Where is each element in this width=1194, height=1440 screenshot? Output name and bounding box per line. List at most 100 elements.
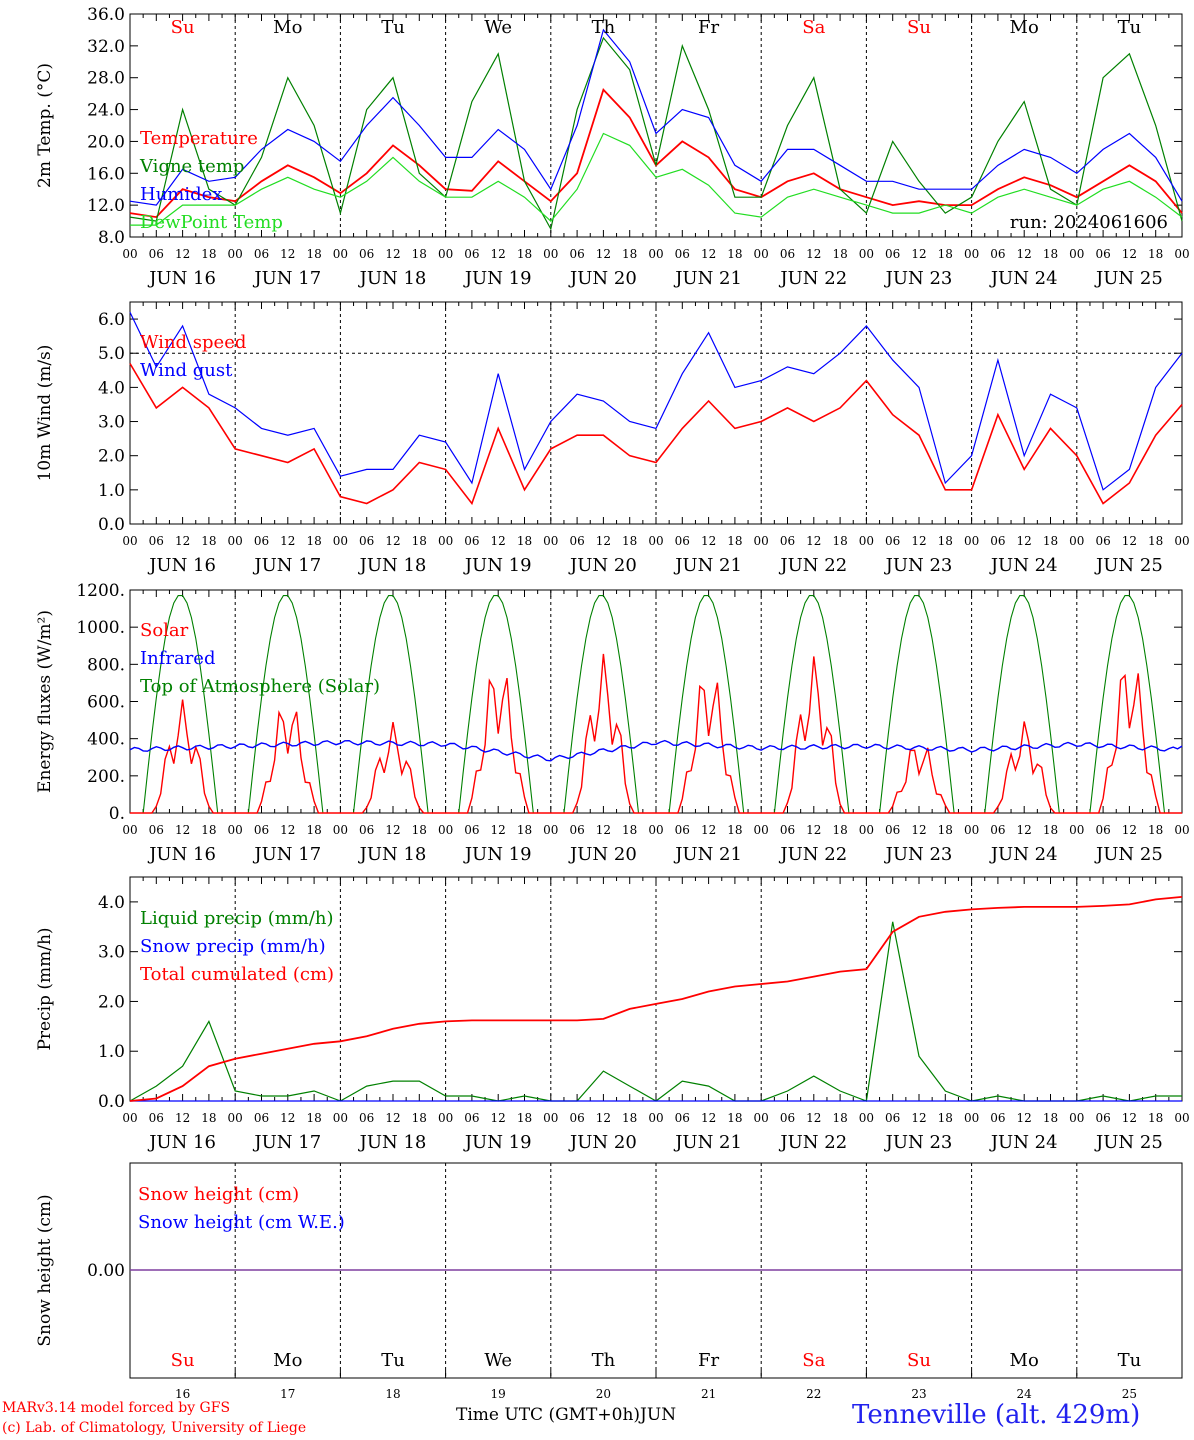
hour-tick-label: 06 [675, 534, 690, 548]
legend-entry: Snow precip (mm/h) [140, 936, 326, 957]
y-tick-label: 32.0 [87, 37, 125, 57]
y-tick-label: 0.0 [98, 515, 125, 535]
hour-tick-label: 12 [491, 1111, 506, 1125]
day-number-label: 25 [1122, 1387, 1137, 1401]
day-number-label: 21 [701, 1387, 716, 1401]
legend-entry: Vigne temp [139, 156, 244, 177]
hour-tick-label: 00 [543, 247, 558, 261]
hour-tick-label: 12 [806, 1111, 821, 1125]
hour-tick-label: 12 [701, 823, 716, 837]
legend-entry: DewPoint Temp [140, 212, 283, 233]
hour-tick-label: 00 [1069, 534, 1084, 548]
hour-tick-label: 06 [359, 823, 374, 837]
hour-tick-label: 06 [149, 534, 164, 548]
hour-tick-label: 06 [780, 823, 795, 837]
hour-tick-label: 18 [306, 247, 321, 261]
hour-tick-label: 12 [175, 247, 190, 261]
hour-tick-label: 06 [1095, 247, 1110, 261]
hour-tick-label: 12 [280, 534, 295, 548]
weekday-label: Su [907, 1350, 931, 1371]
y-axis-label: Energy fluxes (W/m²) [35, 610, 55, 793]
date-label: JUN 16 [147, 555, 216, 576]
time-axis-title: Time UTC (GMT+0h)JUN [456, 1405, 677, 1425]
hour-tick-label: 12 [385, 247, 400, 261]
hour-tick-label: 06 [254, 1111, 269, 1125]
run-annotation: run: 2024061606 [1010, 212, 1168, 233]
legend-entry: Snow height (cm) [138, 1184, 299, 1205]
day-number-label: 16 [175, 1387, 190, 1401]
y-tick-label: 3.0 [98, 943, 125, 963]
hour-tick-label: 18 [1148, 823, 1163, 837]
date-label: JUN 17 [252, 844, 321, 865]
hour-tick-label: 12 [1122, 534, 1137, 548]
date-label: JUN 20 [568, 844, 637, 865]
date-label: JUN 21 [673, 844, 742, 865]
hour-tick-label: 00 [859, 534, 874, 548]
hour-tick-label: 06 [569, 823, 584, 837]
y-tick-label: 20.0 [87, 132, 125, 152]
date-label: JUN 20 [568, 555, 637, 576]
hour-tick-label: 18 [517, 823, 532, 837]
y-tick-label: 1.0 [98, 481, 125, 501]
y-axis-label: Precip (mm/h) [35, 927, 55, 1050]
legend-entry: Temperature [140, 128, 258, 149]
hour-tick-label: 06 [254, 247, 269, 261]
date-label: JUN 19 [463, 844, 532, 865]
hour-tick-label: 12 [175, 823, 190, 837]
hour-tick-label: 06 [1095, 1111, 1110, 1125]
hour-tick-label: 06 [990, 1111, 1005, 1125]
hour-tick-label: 12 [701, 1111, 716, 1125]
series-line [130, 653, 1182, 814]
hour-tick-label: 00 [228, 1111, 243, 1125]
date-label: JUN 22 [778, 555, 847, 576]
hour-tick-label: 00 [122, 823, 137, 837]
weekday-label: Su [171, 1350, 195, 1371]
y-tick-label: 28.0 [87, 69, 125, 89]
y-tick-label: 36.0 [87, 5, 125, 25]
y-tick-label: 1000. [76, 618, 125, 638]
hour-tick-label: 06 [254, 823, 269, 837]
hour-tick-label: 18 [201, 823, 216, 837]
hour-tick-label: 06 [990, 534, 1005, 548]
hour-tick-label: 06 [464, 247, 479, 261]
hour-tick-label: 00 [438, 1111, 453, 1125]
hour-tick-label: 12 [385, 1111, 400, 1125]
hour-tick-label: 18 [938, 1111, 953, 1125]
hour-tick-label: 00 [543, 823, 558, 837]
hour-tick-label: 18 [1148, 247, 1163, 261]
hour-tick-label: 00 [648, 1111, 663, 1125]
hour-tick-label: 12 [1122, 247, 1137, 261]
hour-tick-label: 18 [622, 534, 637, 548]
date-label: JUN 16 [147, 268, 216, 289]
weekday-label: Th [592, 17, 616, 38]
weekday-label: Fr [698, 17, 719, 38]
date-label: JUN 18 [358, 555, 427, 576]
y-tick-label: 0.00 [87, 1261, 125, 1281]
station-name: Tenneville (alt. 429m) [852, 1400, 1141, 1430]
date-label: JUN 20 [568, 1132, 637, 1153]
legend-entry: Liquid precip (mm/h) [140, 908, 334, 929]
hour-tick-label: 00 [543, 534, 558, 548]
hour-tick-label: 00 [648, 823, 663, 837]
hour-tick-label: 00 [122, 534, 137, 548]
hour-tick-label: 00 [333, 1111, 348, 1125]
date-label: JUN 17 [252, 268, 321, 289]
hour-tick-label: 00 [859, 823, 874, 837]
hour-tick-label: 00 [333, 247, 348, 261]
hour-tick-label: 00 [1174, 823, 1189, 837]
hour-tick-label: 12 [175, 534, 190, 548]
date-label: JUN 22 [778, 268, 847, 289]
hour-tick-label: 06 [359, 247, 374, 261]
hour-tick-label: 18 [412, 1111, 427, 1125]
hour-tick-label: 12 [1017, 1111, 1032, 1125]
hour-tick-label: 06 [675, 1111, 690, 1125]
hour-tick-label: 00 [1174, 534, 1189, 548]
weekday-label: Mo [1010, 17, 1039, 38]
y-tick-label: 1.0 [98, 1042, 125, 1062]
hour-tick-label: 00 [438, 534, 453, 548]
hour-tick-label: 18 [832, 1111, 847, 1125]
hour-tick-label: 12 [596, 247, 611, 261]
weekday-label: Mo [1010, 1350, 1039, 1371]
date-label: JUN 22 [778, 844, 847, 865]
hour-tick-label: 00 [754, 534, 769, 548]
